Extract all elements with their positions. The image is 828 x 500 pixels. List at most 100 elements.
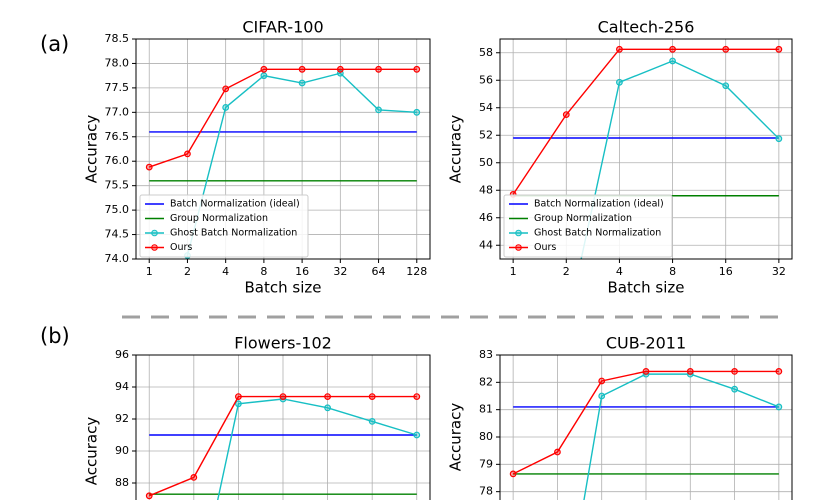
point xyxy=(368,393,376,401)
point xyxy=(324,404,331,412)
point xyxy=(235,400,242,408)
y-tick-label: 76.5 xyxy=(105,130,130,143)
point xyxy=(669,45,676,53)
series-line xyxy=(580,60,780,259)
point xyxy=(722,82,730,90)
x-tick-label: 4 xyxy=(222,265,229,278)
y-tick-label: 78.0 xyxy=(105,56,130,69)
y-tick-label: 90 xyxy=(115,444,129,457)
x-tick-label: 16 xyxy=(719,265,733,278)
point xyxy=(731,368,738,375)
point xyxy=(368,418,376,425)
y-axis-label: Accuracy xyxy=(83,115,101,184)
legend xyxy=(503,194,673,258)
point xyxy=(145,163,153,171)
point xyxy=(413,431,421,439)
y-tick-label: 74.0 xyxy=(105,252,130,265)
point xyxy=(413,65,421,73)
legend-marker xyxy=(151,229,158,237)
x-tick-label: 4 xyxy=(616,265,623,278)
legend-label: Batch Normalization (ideal) xyxy=(170,199,300,210)
axes-frame xyxy=(135,38,431,260)
series-line xyxy=(149,68,417,168)
point xyxy=(190,474,198,481)
y-tick-label: 92 xyxy=(115,412,129,425)
y-tick-label: 83 xyxy=(479,348,493,361)
y-tick-label: 78 xyxy=(479,485,493,498)
point xyxy=(598,392,606,400)
point xyxy=(775,45,783,53)
y-tick-label: 77.0 xyxy=(105,105,130,118)
point xyxy=(413,393,421,401)
legend-label: Ghost Batch Normalization xyxy=(170,228,297,239)
y-axis-label: Accuracy xyxy=(447,403,465,472)
point xyxy=(235,393,242,401)
y-tick-label: 48 xyxy=(479,183,493,196)
x-axis-label: Batch size xyxy=(608,279,685,297)
x-tick-label: 64 xyxy=(372,265,386,278)
y-tick-label: 88 xyxy=(115,476,129,489)
y-tick-label: 96 xyxy=(115,348,129,361)
y-tick-label: 74.5 xyxy=(105,228,130,241)
x-tick-label: 8 xyxy=(260,265,267,278)
y-tick-label: 52 xyxy=(479,128,493,141)
x-tick-label: 2 xyxy=(184,265,191,278)
legend-label: Ours xyxy=(170,242,192,253)
chart-title: Caltech-256 xyxy=(598,18,695,37)
y-tick-label: 75.0 xyxy=(105,203,130,216)
series-line xyxy=(512,370,779,475)
axes-frame xyxy=(499,38,793,260)
y-tick-label: 76.0 xyxy=(105,154,130,167)
point xyxy=(375,106,382,114)
y-tick-label: 80 xyxy=(479,430,493,443)
y-tick-label: 77.5 xyxy=(105,81,130,94)
legend-marker xyxy=(515,229,522,237)
series-line xyxy=(512,48,779,195)
y-tick-label: 78.5 xyxy=(105,32,130,45)
point xyxy=(298,79,306,87)
x-tick-label: 1 xyxy=(510,265,517,278)
x-tick-label: 128 xyxy=(406,265,427,278)
axes-frame xyxy=(499,354,793,500)
point xyxy=(298,65,306,73)
y-tick-label: 44 xyxy=(479,238,493,251)
y-tick-label: 94 xyxy=(115,380,129,393)
point xyxy=(616,45,623,53)
axes-frame xyxy=(135,354,431,500)
y-tick-label: 50 xyxy=(479,156,493,169)
point xyxy=(222,104,230,111)
x-axis-label: Batch size xyxy=(245,279,322,297)
x-tick-label: 1 xyxy=(146,265,153,278)
chart-title: CUB-2011 xyxy=(606,334,686,353)
point xyxy=(642,368,650,375)
point xyxy=(775,135,783,143)
chart-title: CIFAR-100 xyxy=(242,18,323,37)
y-tick-label: 56 xyxy=(479,73,493,86)
point xyxy=(509,470,517,478)
point xyxy=(413,108,421,116)
y-tick-label: 81 xyxy=(479,403,493,416)
legend xyxy=(139,194,309,258)
point xyxy=(260,65,268,73)
legend-label: Group Normalization xyxy=(534,213,632,224)
panel-label: (b) xyxy=(40,324,70,348)
plot-area xyxy=(145,65,421,259)
chart-title: Flowers-102 xyxy=(234,334,332,353)
y-tick-label: 75.5 xyxy=(105,179,130,192)
point xyxy=(775,368,783,375)
point xyxy=(324,393,331,401)
x-tick-label: 32 xyxy=(333,265,347,278)
y-tick-label: 58 xyxy=(479,46,493,59)
series-line xyxy=(148,395,417,497)
plot-area xyxy=(145,393,421,500)
legend-label: Batch Normalization (ideal) xyxy=(534,199,664,210)
y-tick-label: 54 xyxy=(479,101,493,114)
x-tick-label: 16 xyxy=(295,265,309,278)
point xyxy=(616,78,623,86)
y-tick-label: 46 xyxy=(479,211,493,224)
point xyxy=(722,45,730,53)
x-tick-label: 32 xyxy=(772,265,786,278)
panel-label: (a) xyxy=(40,32,69,56)
legend-label: Ours xyxy=(534,242,556,253)
legend-label: Group Normalization xyxy=(170,213,268,224)
